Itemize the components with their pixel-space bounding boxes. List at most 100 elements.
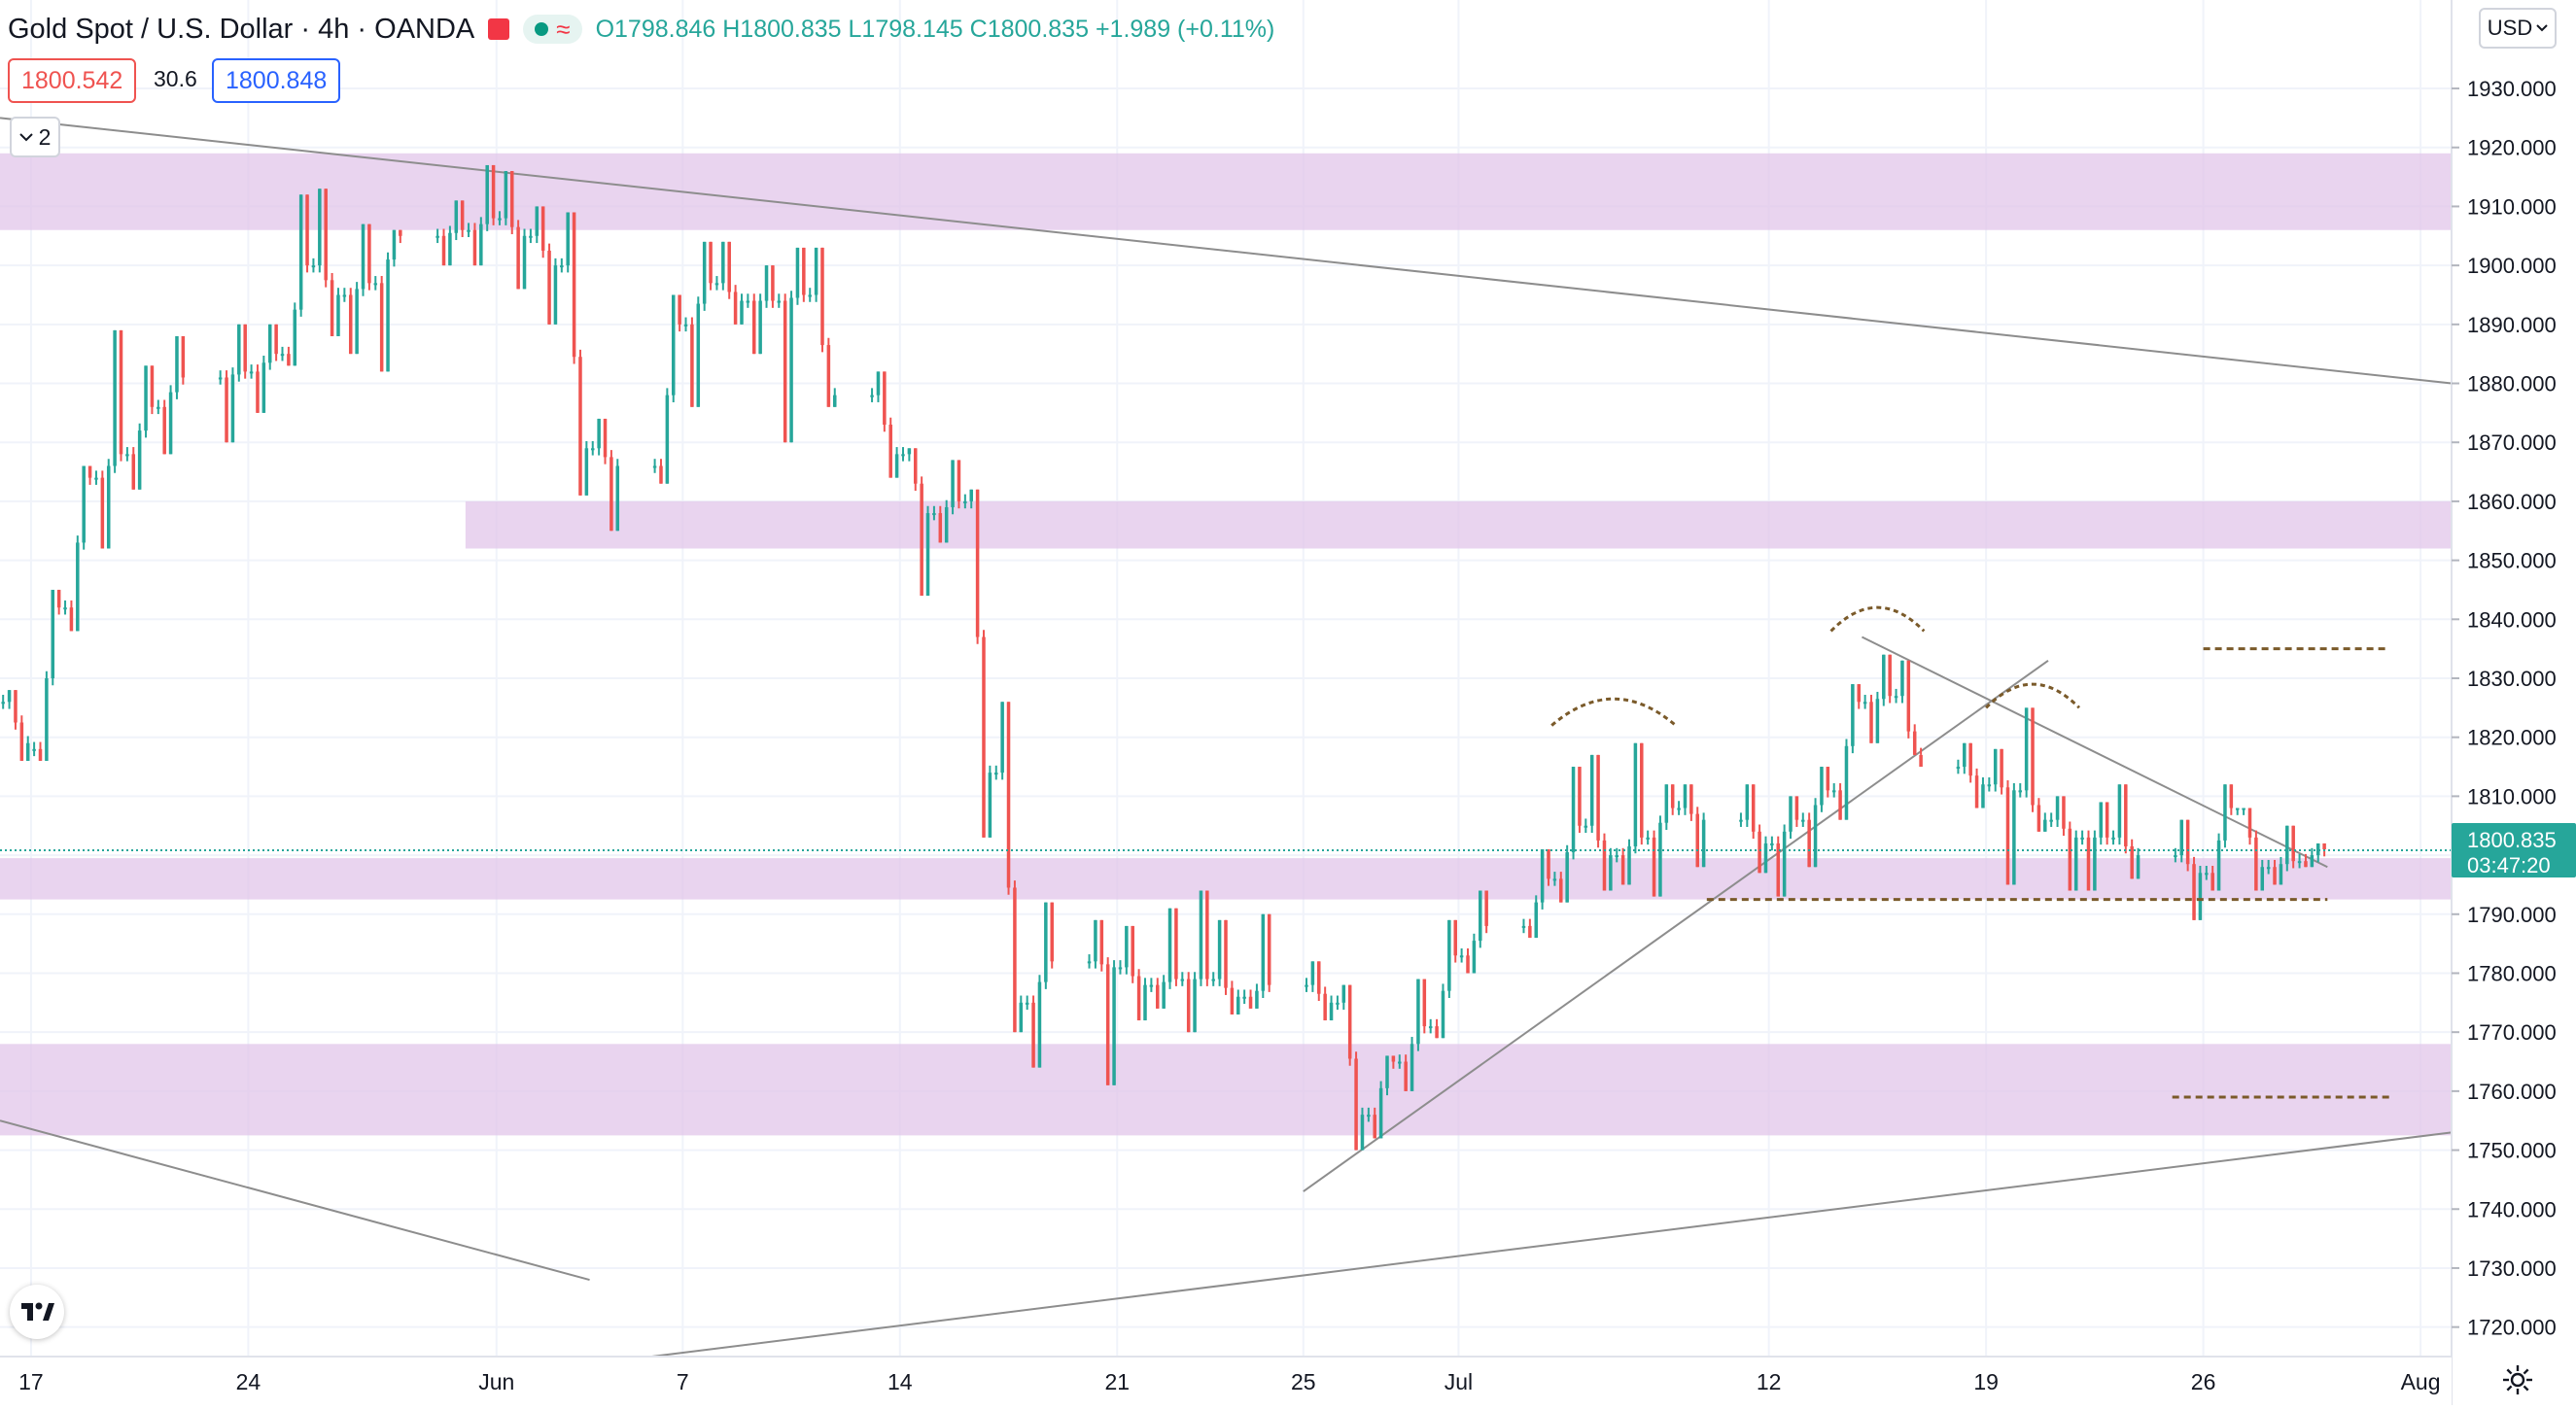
candle-body — [665, 395, 670, 484]
price-tick-label: 1750.000 — [2467, 1139, 2557, 1163]
time-tick-label: 25 — [1291, 1369, 1316, 1394]
candle-body — [578, 357, 582, 496]
candle-body — [1677, 808, 1681, 810]
time-axis[interactable]: 17 24 Jun 7 14 21 25 Jul 12 19 26 Aug — [0, 1356, 2452, 1405]
candle-body — [1640, 742, 1644, 838]
high-value: H1800.835 — [722, 15, 842, 43]
candle-body — [2254, 837, 2258, 891]
candle-body — [1862, 702, 1867, 705]
candle-body — [540, 206, 545, 251]
candle-body — [609, 457, 613, 532]
candle-body — [1900, 660, 1904, 697]
candle-body — [1006, 702, 1011, 888]
candle-body — [2229, 784, 2234, 808]
candle-body — [535, 206, 540, 236]
candle-body — [2086, 837, 2091, 891]
flag-icon[interactable] — [488, 18, 510, 40]
candle-body — [1547, 849, 1550, 879]
price-tick-label: 1780.000 — [2467, 961, 2557, 985]
candle-body — [1180, 979, 1185, 981]
candle-body — [603, 418, 608, 458]
candle-body — [1174, 908, 1178, 980]
candle-body — [1758, 831, 1761, 874]
candle-body — [1658, 822, 1662, 897]
currency-selector[interactable]: USD — [2479, 8, 2557, 49]
candle-body — [324, 189, 328, 281]
candle-body — [82, 465, 86, 543]
candle-body — [94, 477, 98, 480]
price-tick-label: 1810.000 — [2467, 784, 2557, 808]
indicators-toggle-button[interactable]: 2 — [10, 117, 60, 157]
candle-body — [1230, 987, 1235, 1015]
candle-body — [1044, 902, 1048, 982]
candle-body — [2223, 784, 2227, 841]
candle-body — [373, 283, 378, 286]
candle-body — [1435, 1026, 1439, 1039]
candle-body — [2012, 790, 2016, 885]
symbol-title[interactable]: Gold Spot / U.S. Dollar · 4h · OANDA — [8, 13, 475, 45]
candle-body — [883, 371, 887, 426]
chevron-down-icon — [18, 133, 33, 142]
candle-body — [1701, 819, 1706, 868]
candle-body — [1373, 1115, 1376, 1139]
candle-body — [1186, 979, 1191, 1033]
candle-body — [249, 371, 254, 374]
candle-body — [1193, 979, 1197, 1033]
ohlc-values: O1798.846 H1800.835 L1798.145 C1800.835 … — [596, 16, 1275, 44]
price-tick-label: 1920.000 — [2467, 136, 2557, 160]
candle-body — [683, 324, 688, 327]
candle-body — [25, 742, 30, 761]
candle-body — [1385, 1055, 1389, 1088]
candle-body — [1341, 984, 1346, 1003]
candle-body — [1789, 796, 1793, 832]
candle-body — [63, 607, 67, 610]
price-tick-label: 1770.000 — [2467, 1020, 2557, 1045]
candle-body — [1031, 1002, 1035, 1068]
time-tick-label: 7 — [677, 1369, 689, 1394]
candle-body — [2111, 837, 2115, 840]
candle-body — [994, 773, 998, 775]
price-tick-label: 1900.000 — [2467, 254, 2557, 278]
time-tick-label: 14 — [888, 1369, 913, 1394]
candle-body — [1118, 967, 1123, 970]
candle-body — [2192, 864, 2196, 920]
candle-body — [808, 294, 812, 297]
candle-body — [1087, 961, 1092, 964]
candle-body — [2310, 855, 2315, 868]
open-value: O1798.846 — [595, 15, 716, 43]
candle-body — [1037, 981, 1042, 1068]
gear-icon[interactable] — [2500, 1362, 2535, 1397]
candle-body — [678, 294, 681, 325]
candle-body — [1205, 890, 1209, 980]
candle-body — [969, 489, 973, 501]
tradingview-logo-icon[interactable] — [10, 1285, 64, 1339]
candle-body — [615, 465, 620, 532]
candle-body — [1794, 796, 1799, 820]
candle-body — [1416, 979, 1420, 1045]
candle-body — [355, 289, 359, 355]
buy-button[interactable]: 1800.848 — [212, 58, 341, 103]
candle-body — [2073, 837, 2078, 891]
price-axis[interactable]: 1720.000 1730.000 1740.000 1750.000 1760.000… — [2451, 0, 2576, 1405]
candle-body — [1261, 913, 1266, 991]
candle-body — [2036, 805, 2041, 832]
candle-body — [1019, 1002, 1024, 1033]
time-tick-label: 12 — [1757, 1369, 1782, 1394]
candle-body — [584, 448, 589, 496]
sell-button[interactable]: 1800.542 — [8, 58, 137, 103]
candle-body — [1831, 790, 1836, 793]
candle-body — [1652, 837, 1656, 897]
candle-body — [975, 489, 980, 637]
candle-body — [1428, 1026, 1433, 1029]
candle-body — [472, 229, 477, 266]
candle-body — [1609, 855, 1613, 891]
candle-body — [1112, 967, 1116, 1085]
candle-body — [2130, 845, 2134, 879]
candle-body — [318, 189, 322, 266]
candle-body — [2105, 802, 2109, 838]
trendlines — [0, 117, 2453, 1358]
candle-body — [1422, 979, 1427, 1027]
market-status-pill[interactable]: ≈ — [523, 15, 582, 44]
